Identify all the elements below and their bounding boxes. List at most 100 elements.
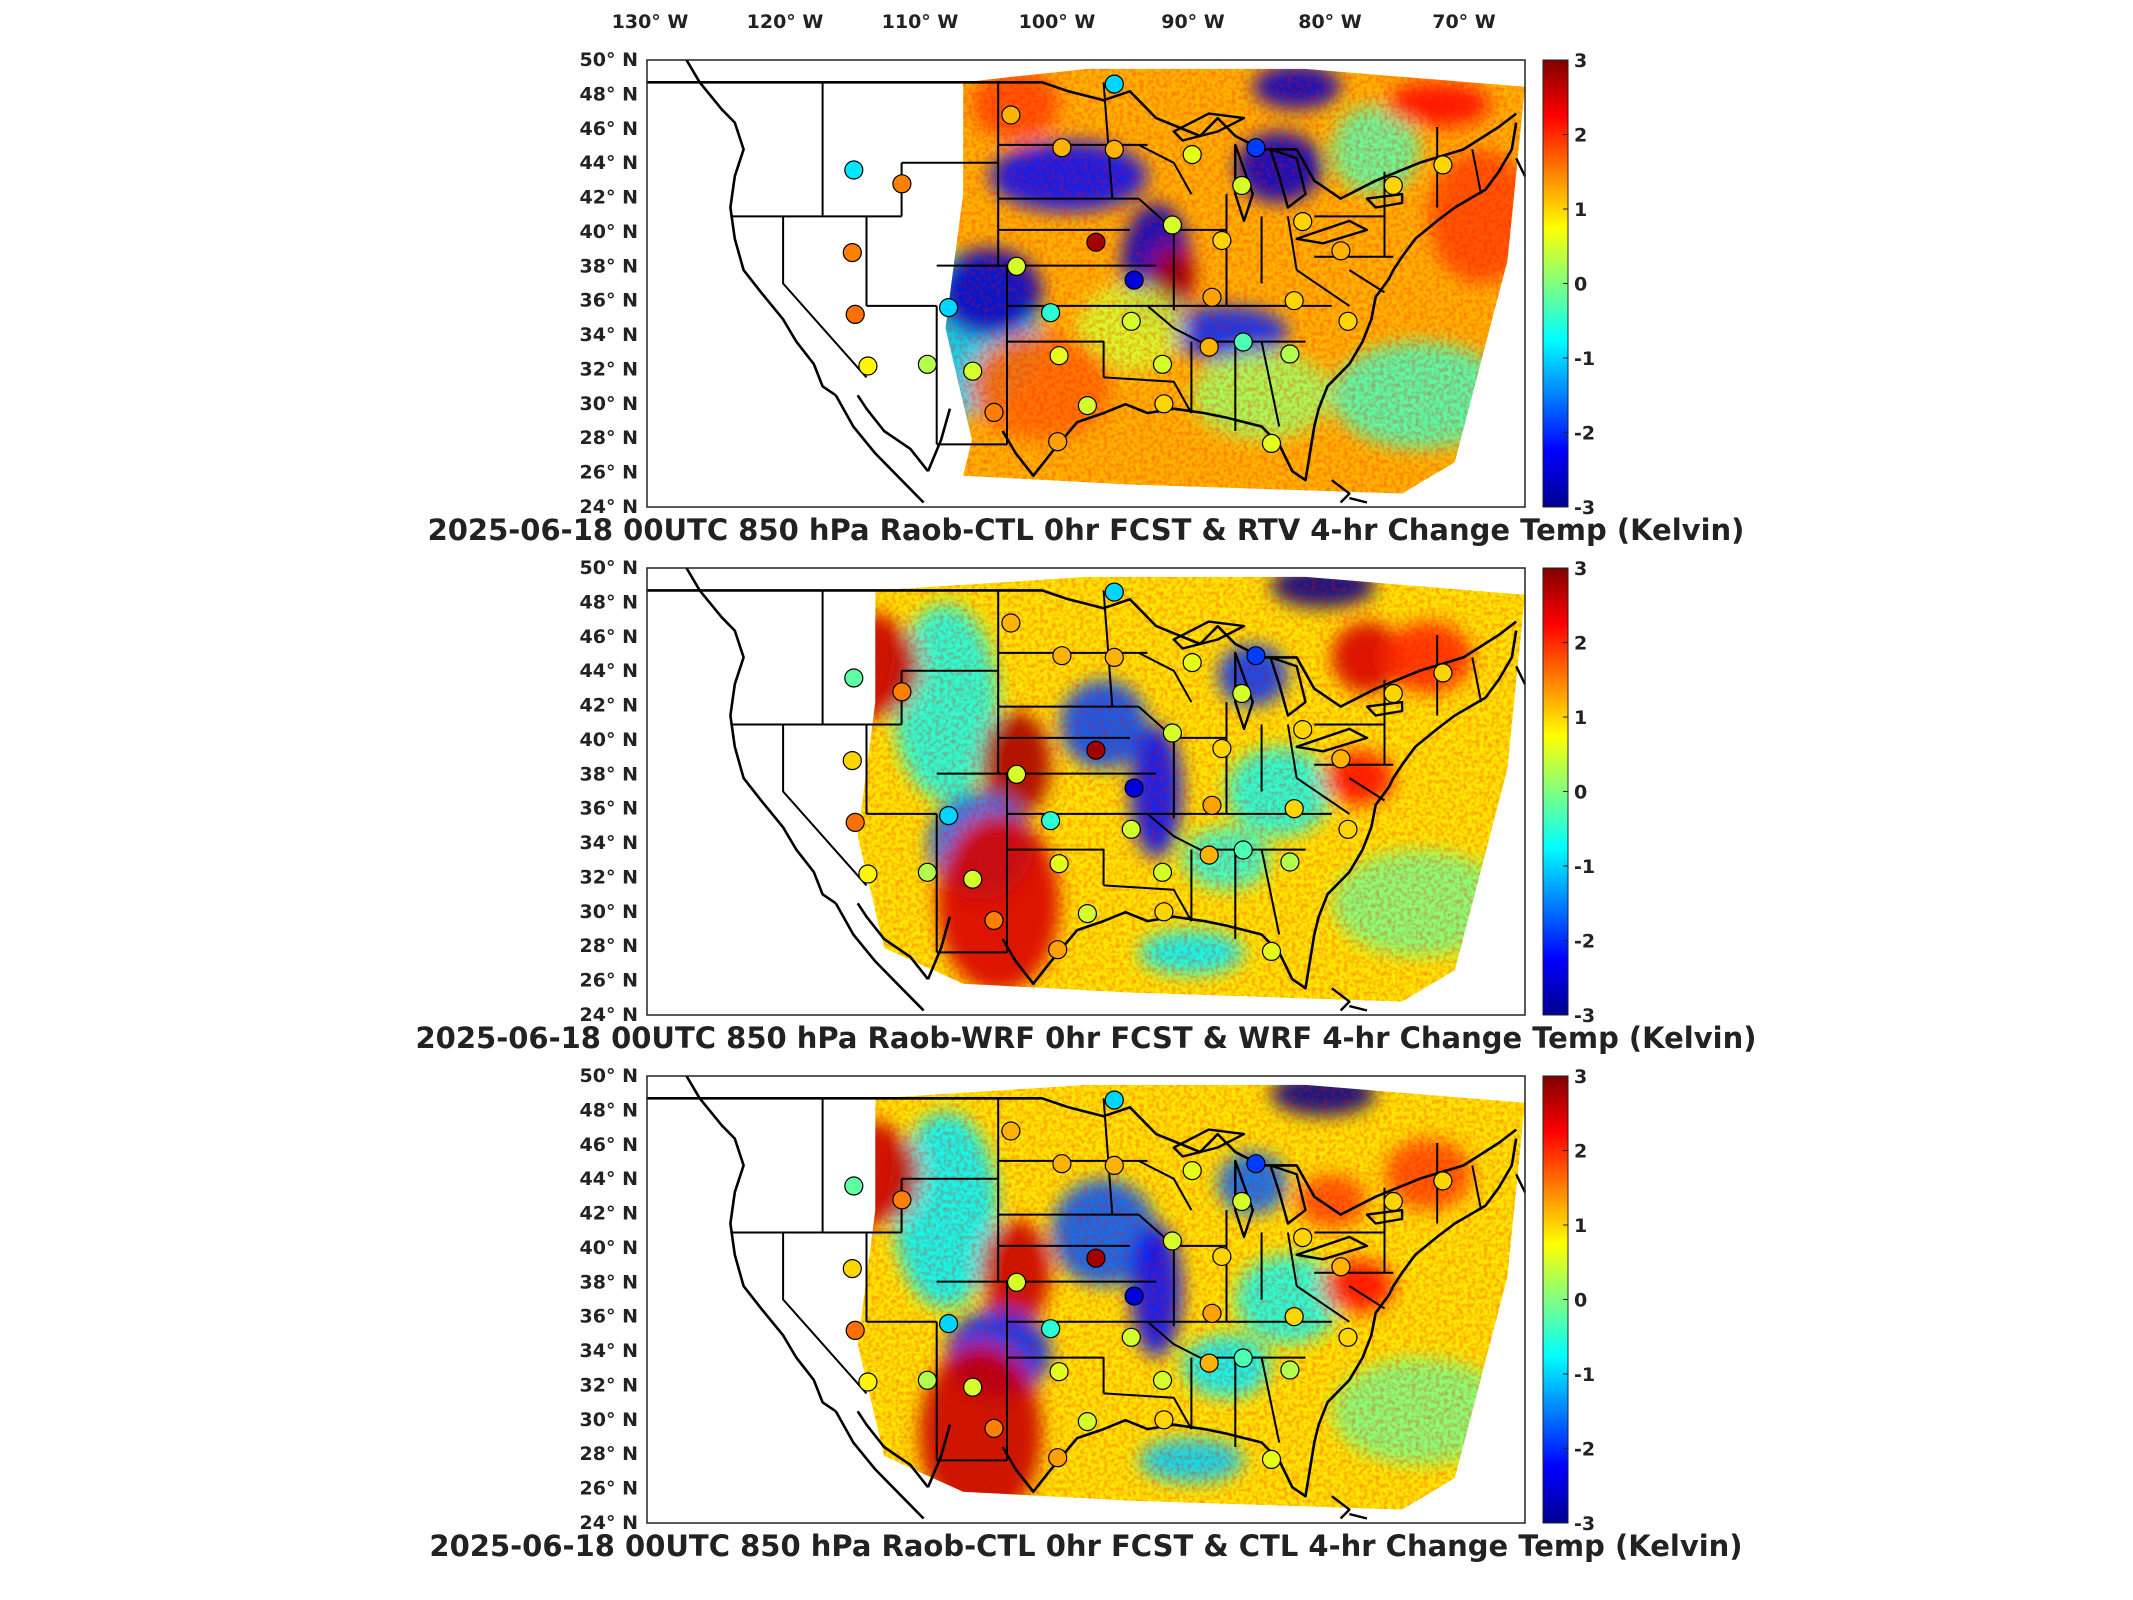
raob-station-marker	[1104, 647, 1124, 668]
colorbar-tick-label: -1	[1574, 1364, 1595, 1386]
raob-station-marker	[844, 668, 864, 688]
colorbar-tick-label: -3	[1574, 1513, 1595, 1535]
raob-station-marker	[1284, 1307, 1304, 1327]
lat-label: 34° N	[580, 1340, 638, 1362]
raob-station-marker	[1261, 1449, 1282, 1470]
raob-station-marker	[917, 354, 938, 374]
raob-station-marker	[1212, 230, 1232, 251]
raob-station-marker	[1284, 291, 1304, 311]
raob-station-marker	[1048, 940, 1068, 960]
raob-station-marker	[1293, 212, 1313, 232]
colorbar-tick-label: 3	[1574, 558, 1587, 580]
lat-label: 38° N	[580, 255, 638, 277]
raob-station-marker	[1433, 663, 1453, 683]
lat-label: 46° N	[580, 626, 638, 648]
raob-station-marker	[1086, 232, 1106, 252]
raob-station-marker	[1121, 1327, 1141, 1347]
raob-station-marker	[1246, 1154, 1266, 1174]
lat-label: 32° N	[580, 1374, 638, 1396]
lat-label: 24° N	[580, 1004, 638, 1026]
colorbar-tick-label: 1	[1574, 1215, 1587, 1237]
raob-station-marker	[858, 356, 878, 376]
colorbar-tick-label: 3	[1574, 1066, 1587, 1088]
lat-label: 40° N	[580, 221, 638, 243]
colorbar-tick-label: -1	[1574, 856, 1595, 878]
lat-label: 30° N	[580, 393, 638, 415]
lat-label: 46° N	[580, 118, 638, 140]
colorbar-tick-label: 1	[1574, 199, 1587, 221]
raob-station-marker	[984, 1418, 1004, 1439]
raob-station-marker	[1001, 1121, 1021, 1141]
colorbar-tick-label: 1	[1574, 707, 1587, 729]
lat-label: 34° N	[580, 832, 638, 854]
raob-station-marker	[1040, 303, 1061, 323]
raob-station-marker	[842, 1258, 862, 1279]
temperature-change-field	[857, 1084, 1525, 1510]
raob-station-marker	[1246, 646, 1266, 666]
raob-station-marker	[1077, 1411, 1098, 1432]
lat-label: 48° N	[580, 1099, 638, 1121]
raob-station-marker	[845, 304, 865, 324]
raob-station-marker	[1001, 613, 1021, 633]
map-frame	[646, 567, 1526, 1016]
lon-label: 90° W	[1161, 11, 1225, 33]
colorbar-tick-label: 2	[1574, 125, 1587, 147]
map-panel: 50° N 48° N 46° N 44° N 42° N 40° N 38° N 36° N…	[428, 49, 1745, 547]
lat-label: 28° N	[580, 1443, 638, 1465]
raob-station-marker	[984, 402, 1004, 422]
raob-station-marker	[1077, 903, 1098, 924]
map-panel: 50° N 48° N 46° N 44° N 42° N 40° N 38° N 36° N…	[415, 557, 1756, 1055]
raob-station-marker	[984, 910, 1004, 931]
raob-station-marker	[1162, 723, 1183, 743]
map-panel: 50° N 48° N 46° N 44° N 42° N 40° N 38° N 36° N…	[429, 1065, 1742, 1563]
raob-station-marker	[1383, 683, 1403, 704]
raob-station-marker	[963, 869, 983, 889]
raob-station-marker	[1202, 1303, 1222, 1323]
raob-station-marker	[1182, 1160, 1202, 1181]
raob-station-marker	[1280, 1360, 1300, 1380]
colorbar-tick-label: -1	[1574, 348, 1595, 370]
raob-station-marker	[1121, 819, 1141, 839]
colorbar: 3 2 1 0 -1 -2 -3	[1542, 1066, 1595, 1535]
lat-label: 26° N	[580, 970, 638, 992]
lon-label: 130° W	[612, 11, 689, 33]
raob-station-marker	[1232, 175, 1252, 196]
raob-station-marker	[1331, 241, 1351, 261]
state-country-outlines	[647, 59, 1527, 504]
lat-label: 48° N	[580, 591, 638, 613]
raob-station-marker	[845, 812, 865, 833]
raob-station-marker	[1246, 138, 1266, 158]
raob-station-marker	[1152, 862, 1173, 882]
raob-station-marker	[1104, 582, 1124, 602]
latitude-labels: 50° N 48° N 46° N 44° N 42° N 40° N 38° N 36° N…	[580, 557, 638, 1026]
raob-station-marker	[1006, 1272, 1027, 1292]
raob-station-marker	[1152, 354, 1173, 374]
lat-label: 38° N	[580, 763, 638, 785]
raob-station-marker	[1052, 1154, 1072, 1174]
raob-station-marker	[1086, 1248, 1106, 1268]
colorbar-tick-label: 3	[1574, 50, 1587, 72]
latitude-labels: 50° N 48° N 46° N 44° N 42° N 40° N 38° N 36° N…	[580, 49, 638, 518]
raob-station-marker	[1006, 764, 1027, 784]
lon-label: 100° W	[1019, 11, 1096, 33]
raob-station-marker	[963, 1377, 983, 1397]
raob-station-marker	[938, 1313, 959, 1334]
raob-station-marker	[1040, 1319, 1061, 1339]
lon-label: 70° W	[1432, 11, 1496, 33]
raob-station-marker	[1162, 1231, 1183, 1251]
map-frame	[646, 1075, 1526, 1524]
lat-label: 44° N	[580, 660, 638, 682]
lat-label: 26° N	[580, 1478, 638, 1500]
colorbar-tick-label: 0	[1574, 782, 1587, 804]
lat-label: 50° N	[580, 557, 638, 579]
lat-label: 46° N	[580, 1134, 638, 1156]
raob-station-marker	[1104, 1155, 1124, 1176]
raob-station-marker	[1280, 852, 1300, 872]
colorbar-tick-label: -2	[1574, 423, 1595, 445]
raob-station-marker	[1006, 256, 1027, 276]
raob-station-marker	[1152, 1370, 1173, 1390]
raob-station-marker	[1202, 287, 1222, 307]
raob-station-marker	[844, 1176, 864, 1196]
latitude-labels: 50° N 48° N 46° N 44° N 42° N 40° N 38° N 36° N…	[580, 1065, 638, 1534]
raob-station-marker	[1121, 311, 1141, 331]
